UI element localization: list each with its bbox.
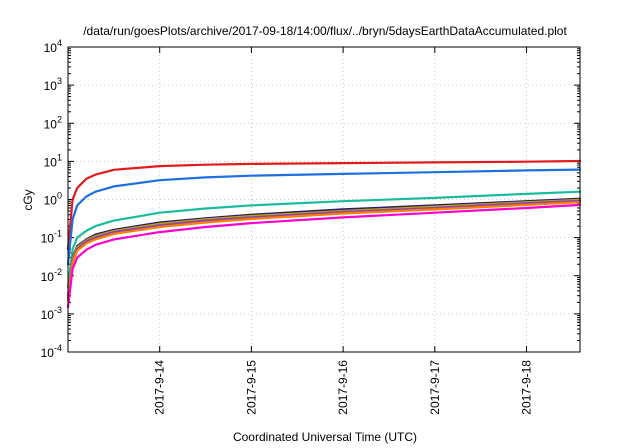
y-tick-label-base: 10 bbox=[44, 41, 58, 55]
series-line-1 bbox=[66, 159, 582, 251]
y-tick-label-base: 10 bbox=[41, 270, 55, 284]
x-tick-label: 2017-9-15 bbox=[244, 360, 258, 415]
series-line-7 bbox=[66, 201, 582, 302]
y-tick-label-base: 10 bbox=[44, 79, 58, 93]
series-line-2 bbox=[66, 168, 582, 266]
series-line-5 bbox=[66, 198, 582, 297]
y-tick-label: 100 bbox=[44, 191, 62, 208]
series-line-8 bbox=[66, 203, 582, 309]
x-tick-label: 2017-9-18 bbox=[520, 360, 534, 415]
chart-title: /data/run/goesPlots/archive/2017-09-18/1… bbox=[83, 24, 567, 38]
y-tick-label-base: 10 bbox=[44, 155, 58, 169]
y-tick-label-exponent: 2 bbox=[57, 114, 62, 124]
x-axis-title: Coordinated Universal Time (UTC) bbox=[233, 430, 417, 444]
y-tick-label: 104 bbox=[44, 38, 62, 55]
y-tick-label: 10-4 bbox=[41, 343, 62, 360]
y-tick-label-exponent: -2 bbox=[54, 267, 62, 277]
y-tick-label-base: 10 bbox=[44, 194, 58, 208]
y-tick-label-exponent: 4 bbox=[57, 38, 62, 48]
y-tick-label-exponent: -3 bbox=[54, 305, 62, 315]
x-tick-label: 2017-9-14 bbox=[153, 360, 167, 415]
y-tick-label-base: 10 bbox=[44, 117, 58, 131]
y-tick-label-base: 10 bbox=[41, 232, 55, 246]
grid bbox=[68, 47, 580, 352]
series-line-3 bbox=[66, 190, 582, 289]
y-tick-label: 101 bbox=[44, 152, 62, 169]
y-tick-label-exponent: 0 bbox=[57, 191, 62, 201]
y-tick-label: 10-1 bbox=[41, 229, 62, 246]
y-tick-label-exponent: 1 bbox=[57, 152, 62, 162]
x-tick-label: 2017-9-16 bbox=[336, 360, 350, 415]
y-tick-label-exponent: -4 bbox=[54, 343, 62, 353]
y-tick-label-base: 10 bbox=[41, 346, 55, 360]
y-tick-label-base: 10 bbox=[41, 308, 55, 322]
x-axis: 2017-9-14 2017-9-15 2017-9-16 2017-9-17 2017… bbox=[153, 47, 534, 415]
y-tick-label-exponent: -1 bbox=[54, 229, 62, 239]
series-line-6 bbox=[66, 199, 582, 300]
y-tick-label: 103 bbox=[44, 76, 62, 93]
series-lines bbox=[66, 159, 582, 309]
y-tick-label-exponent: 3 bbox=[57, 76, 62, 86]
x-tick-label: 2017-9-17 bbox=[428, 360, 442, 415]
y-tick-label: 102 bbox=[44, 114, 62, 131]
y-tick-label: 10-2 bbox=[41, 267, 62, 284]
plot-frame bbox=[67, 46, 581, 353]
y-tick-label: 10-3 bbox=[41, 305, 62, 322]
y-axis-title: cGy bbox=[21, 189, 35, 210]
